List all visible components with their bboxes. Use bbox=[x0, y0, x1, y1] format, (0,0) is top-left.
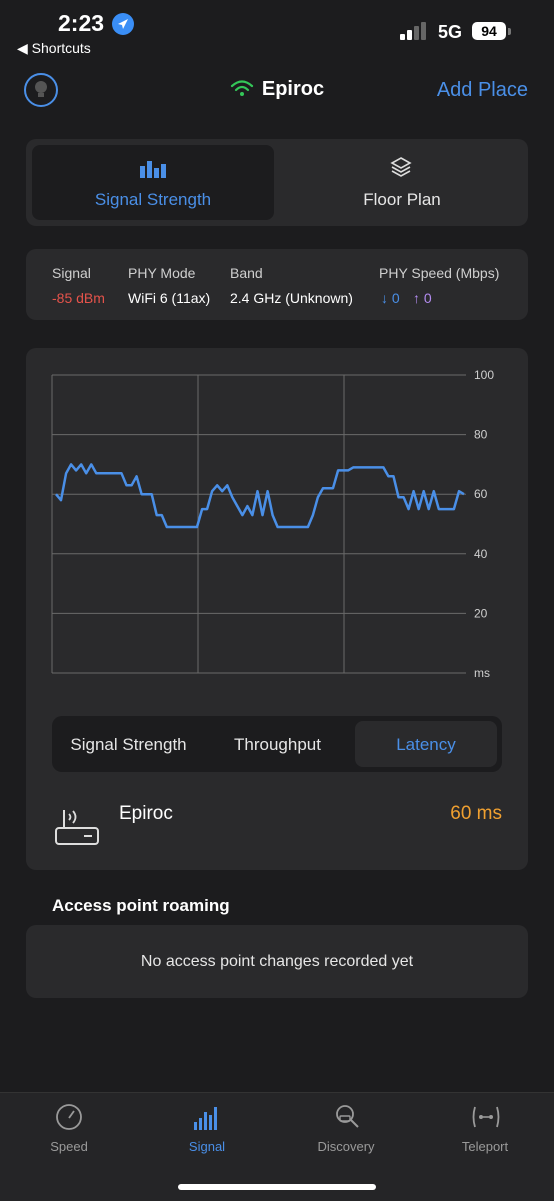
y-tick-label: 20 bbox=[474, 606, 488, 620]
y-tick-label: 80 bbox=[474, 428, 488, 442]
connection-info-card bbox=[26, 249, 528, 320]
home-indicator bbox=[178, 1184, 376, 1190]
cellular-signal-icon bbox=[400, 22, 430, 45]
status-time: 2:23 bbox=[58, 10, 105, 36]
tab-signal[interactable]: Signal bbox=[188, 1139, 226, 1154]
signal-bars-icon bbox=[139, 158, 167, 183]
y-tick-label: 60 bbox=[474, 487, 488, 501]
tab-floor-plan[interactable]: Floor Plan bbox=[363, 190, 441, 209]
signal-value: -85 dBm bbox=[52, 290, 105, 306]
y-tick-label: 100 bbox=[474, 368, 494, 382]
layers-icon bbox=[389, 155, 413, 184]
phy-speed-up: ↑ 0 bbox=[413, 290, 432, 306]
band-label: Band bbox=[230, 265, 263, 281]
network-type: 5G bbox=[438, 22, 463, 42]
wifi-icon bbox=[230, 80, 253, 96]
tab-metric-latency[interactable]: Latency bbox=[396, 735, 456, 754]
avatar[interactable] bbox=[24, 73, 58, 107]
tab-latency-active[interactable] bbox=[355, 721, 497, 767]
network-name: Epiroc bbox=[261, 78, 325, 100]
phy-mode-value: WiFi 6 (11ax) bbox=[128, 290, 211, 306]
tab-signal-strength[interactable] bbox=[32, 145, 274, 220]
signal-tab-icon bbox=[193, 1104, 221, 1135]
signal-label: Signal bbox=[52, 265, 91, 281]
page-title: Epiroc bbox=[0, 78, 554, 101]
tab-discovery[interactable]: Discovery bbox=[317, 1139, 375, 1154]
tab-metric-throughput[interactable]: Throughput bbox=[234, 735, 321, 754]
latency-chart: 100 80 60 40 20 ms bbox=[51, 368, 494, 680]
roaming-section-title: Access point roaming bbox=[52, 896, 230, 915]
add-place-button[interactable]: Add Place bbox=[436, 79, 528, 101]
phy-speed-label: PHY Speed (Mbps) bbox=[379, 265, 500, 281]
tab-teleport[interactable]: Teleport bbox=[461, 1139, 509, 1154]
speedometer-icon bbox=[55, 1103, 83, 1136]
phy-mode-label: PHY Mode bbox=[128, 265, 196, 281]
battery-level: 94 bbox=[472, 22, 506, 40]
latency-series-line bbox=[55, 463, 465, 529]
phy-speed-down: ↓ 0 bbox=[381, 290, 400, 306]
y-tick-label: ms bbox=[474, 666, 490, 680]
roaming-card bbox=[26, 925, 528, 998]
tab-speed[interactable]: Speed bbox=[50, 1139, 88, 1154]
access-point-latency: 60 ms bbox=[450, 803, 502, 824]
location-arrow-icon bbox=[112, 13, 134, 35]
tab-bar bbox=[0, 1092, 554, 1201]
router-icon bbox=[54, 806, 100, 851]
tab-metric-signal-strength[interactable]: Signal Strength bbox=[70, 735, 187, 754]
teleport-icon bbox=[471, 1103, 501, 1136]
discovery-icon bbox=[333, 1103, 361, 1136]
band-value: 2.4 GHz (Unknown) bbox=[230, 290, 353, 306]
y-tick-label: 40 bbox=[474, 547, 488, 561]
access-point-name: Epiroc bbox=[119, 803, 173, 824]
back-to-shortcuts-link[interactable]: ◀ Shortcuts bbox=[17, 40, 91, 56]
tab-signal-strength-label[interactable]: Signal Strength bbox=[94, 190, 212, 209]
battery-tip bbox=[508, 28, 511, 35]
roaming-empty-text: No access point changes recorded yet bbox=[140, 953, 414, 970]
